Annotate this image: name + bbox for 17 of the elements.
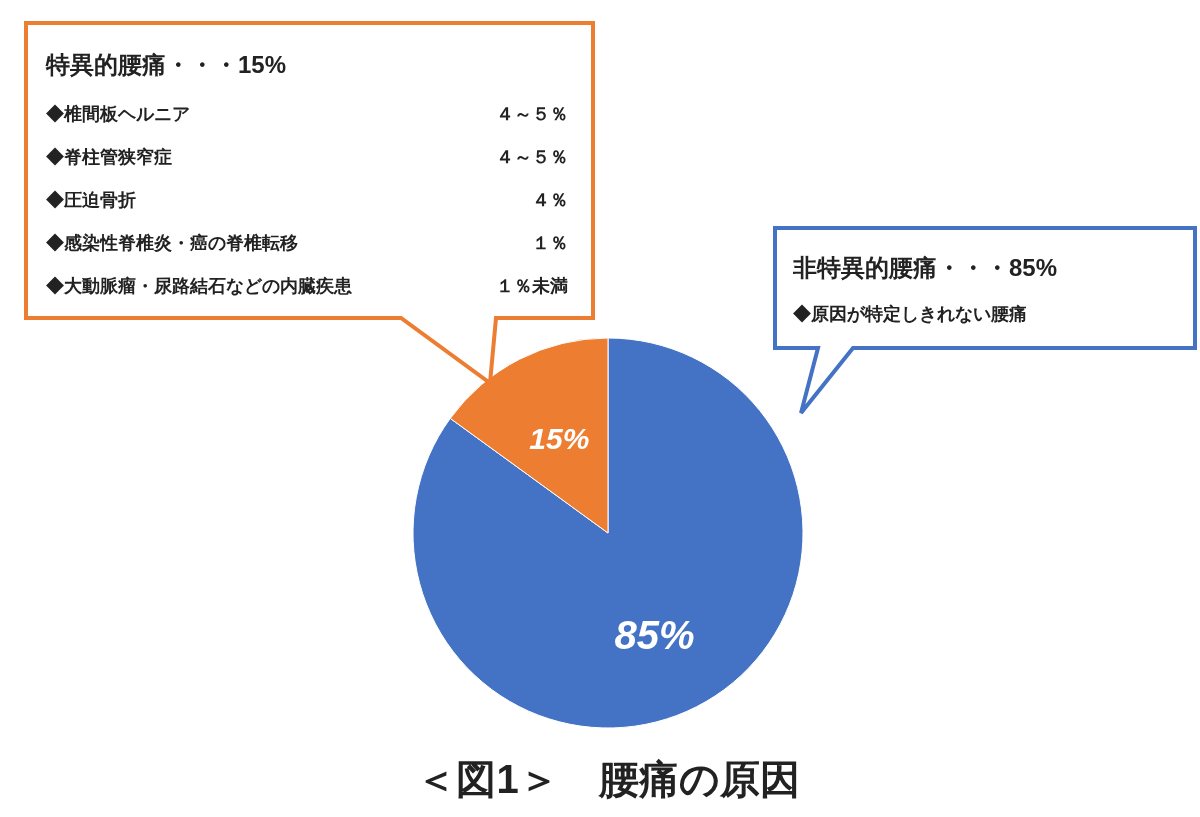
text: ４～５％ [496,147,568,167]
text: ＜図1＞ 腰痛の原因 [416,757,800,801]
text: ◆椎間板ヘルニア [46,104,190,124]
text: ◆感染性脊椎炎・癌の脊椎転移 [46,233,298,253]
text: ◆脊柱管狭窄症 [46,147,172,167]
pie-slice [412,337,804,729]
text: ◆大動脈瘤・尿路結石などの内臓疾患 [46,276,353,296]
text: 非特異的腰痛・・・85% [792,254,1058,281]
text: １％未満 [496,276,568,296]
text: ４～５％ [496,104,568,124]
text: ４％ [532,190,568,210]
data-label: 15% [529,422,590,456]
text: 特異的腰痛・・・15% [45,51,287,78]
text: １％ [532,233,568,253]
text: ◆圧迫骨折 [46,190,136,210]
text: ◆原因が特定しきれない腰痛 [793,304,1027,324]
data-label: 85% [614,613,695,658]
